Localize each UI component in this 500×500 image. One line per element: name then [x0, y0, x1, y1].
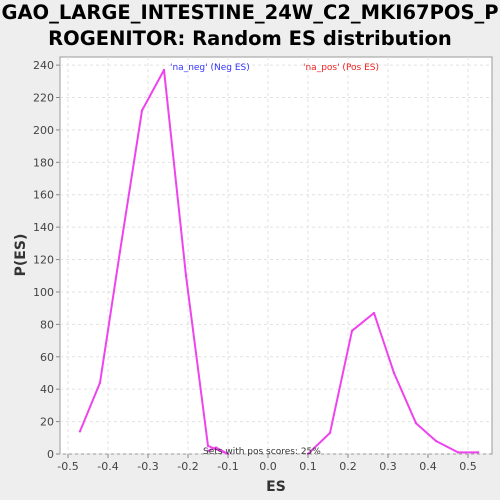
- x-tick-label: 0.1: [299, 460, 317, 473]
- data-point: [434, 439, 438, 443]
- y-tick-label: 60: [40, 351, 54, 364]
- data-point: [456, 451, 460, 454]
- data-point: [162, 68, 166, 72]
- series-line: [79, 69, 229, 455]
- series-layer: [78, 68, 480, 456]
- chart-title-line-1: GAO_LARGE_INTESTINE_24W_C2_MKI67POS_P: [1, 1, 499, 24]
- y-tick-label: 120: [33, 254, 54, 267]
- data-point: [392, 371, 396, 375]
- data-point: [184, 274, 188, 277]
- data-point: [98, 381, 102, 384]
- y-axis-label: P(ES): [13, 234, 29, 277]
- y-tick-label: 40: [40, 383, 54, 396]
- y-tick-label: 80: [40, 318, 54, 331]
- y-tick-label: 220: [33, 92, 54, 105]
- plot-area: [59, 56, 493, 455]
- data-point: [206, 449, 210, 452]
- y-tick-label: 0: [47, 448, 54, 461]
- data-point: [328, 431, 332, 435]
- x-tick-label: -0.2: [177, 460, 198, 473]
- x-tick-label: -0.3: [137, 460, 158, 473]
- y-tick-label: 240: [33, 59, 54, 72]
- legend-entry: 'na_pos' (Pos ES): [303, 63, 379, 73]
- data-point: [414, 422, 418, 425]
- x-tick-label: 0.4: [419, 460, 437, 473]
- data-point: [206, 444, 210, 448]
- x-axis-label: ES: [266, 479, 286, 495]
- x-tick-label: -0.4: [97, 460, 118, 473]
- data-point: [214, 446, 218, 449]
- y-tick-label: 160: [33, 189, 54, 202]
- axis-layer: 0 20 40 60 80 100 120 140 160 180 200 220 240 -0.5 -0.…: [33, 59, 477, 473]
- y-tick-label: 200: [33, 124, 54, 137]
- x-tick-label: 0.3: [379, 460, 397, 473]
- chart-title-line-2: ROGENITOR: Random ES distribution: [48, 27, 452, 50]
- data-point: [118, 250, 122, 253]
- legend-entry: 'na_neg' (Neg ES): [170, 63, 250, 73]
- chart-title: GAO_LARGE_INTESTINE_24W_C2_MKI67POS_P RO…: [0, 0, 500, 52]
- annotation-text: Sets with pos scores: 25%: [203, 447, 321, 457]
- data-point: [78, 430, 82, 433]
- data-point: [476, 451, 480, 454]
- y-tick-label: 140: [33, 221, 54, 234]
- grid-layer: [60, 57, 492, 455]
- y-tick-label: 180: [33, 156, 54, 169]
- x-tick-label: 0.5: [459, 460, 477, 473]
- y-tick-label: 100: [33, 286, 54, 299]
- data-point: [372, 311, 376, 315]
- x-tick-label: 0.0: [259, 460, 277, 473]
- legend-layer: 'na_neg' (Neg ES) 'na_pos' (Pos ES): [170, 63, 379, 73]
- x-tick-label: -0.1: [217, 460, 238, 473]
- x-tick-label: -0.5: [57, 460, 78, 473]
- data-point: [350, 329, 354, 333]
- y-tick-label: 20: [40, 416, 54, 429]
- data-point: [140, 109, 144, 112]
- x-tick-label: 0.2: [339, 460, 357, 473]
